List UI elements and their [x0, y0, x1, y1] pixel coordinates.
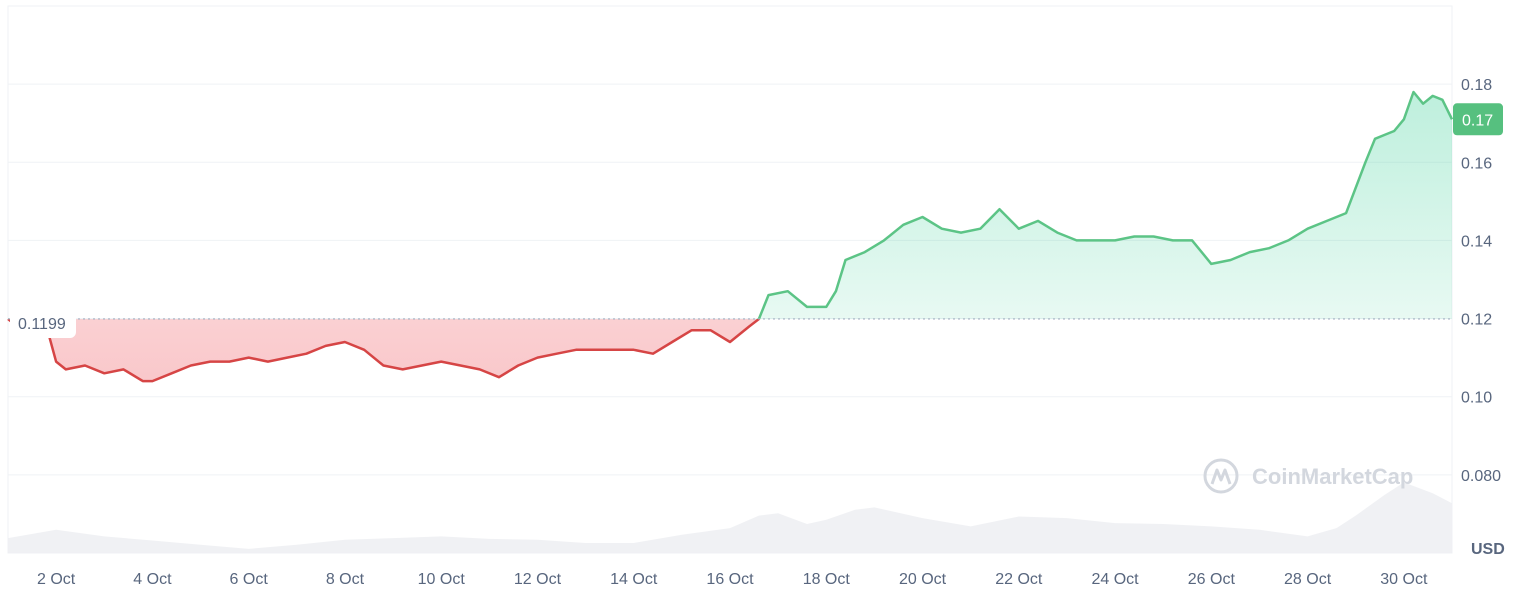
x-axis-ticks: 2 Oct 4 Oct 6 Oct 8 Oct 10 Oct 12 Oct 14 Oct 16…	[37, 571, 1428, 588]
y-tick-label: 0.18	[1461, 77, 1492, 94]
x-tick-label: 22 Oct	[995, 571, 1043, 588]
price-line-down	[7, 318, 761, 383]
y-axis-ticks: 0.18 0.16 0.14 0.12 0.10 0.080	[1461, 77, 1501, 485]
y-tick-label: 0.10	[1461, 390, 1492, 407]
current-price-label: 0.17	[1462, 112, 1493, 129]
price-line	[7, 90, 1454, 383]
x-tick-label: 28 Oct	[1284, 571, 1332, 588]
x-tick-label: 10 Oct	[418, 571, 466, 588]
x-tick-label: 18 Oct	[803, 571, 851, 588]
y-tick-label: 0.080	[1461, 468, 1501, 485]
x-tick-label: 14 Oct	[610, 571, 658, 588]
y-tick-label: 0.12	[1461, 312, 1492, 329]
watermark-text: CoinMarketCap	[1252, 464, 1413, 489]
y-tick-label: 0.14	[1461, 233, 1492, 250]
x-tick-label: 12 Oct	[514, 571, 562, 588]
currency-unit: USD	[1471, 541, 1505, 558]
x-tick-label: 8 Oct	[326, 571, 365, 588]
price-area	[8, 92, 1452, 382]
volume-shape	[8, 482, 1452, 553]
coinmarketcap-logo-mark-icon	[1210, 468, 1232, 485]
price-area-down	[8, 318, 1452, 382]
watermark-logo: CoinMarketCap	[1203, 458, 1413, 494]
x-tick-label: 30 Oct	[1380, 571, 1428, 588]
coinmarketcap-logo-icon	[1203, 458, 1239, 494]
current-price-badge: 0.17	[1453, 103, 1503, 136]
x-tick-label: 6 Oct	[230, 571, 269, 588]
price-line-up	[8, 90, 1454, 319]
baseline-price-tag: 0.1199	[10, 307, 76, 338]
x-tick-label: 20 Oct	[899, 571, 947, 588]
price-area-up	[758, 92, 1452, 319]
x-tick-label: 24 Oct	[1091, 571, 1139, 588]
x-tick-label: 16 Oct	[706, 571, 754, 588]
x-tick-label: 4 Oct	[133, 571, 172, 588]
x-tick-label: 26 Oct	[1188, 571, 1236, 588]
x-tick-label: 2 Oct	[37, 571, 76, 588]
y-tick-label: 0.16	[1461, 155, 1492, 172]
baseline-price-label: 0.1199	[18, 316, 66, 333]
volume-area	[8, 482, 1452, 553]
